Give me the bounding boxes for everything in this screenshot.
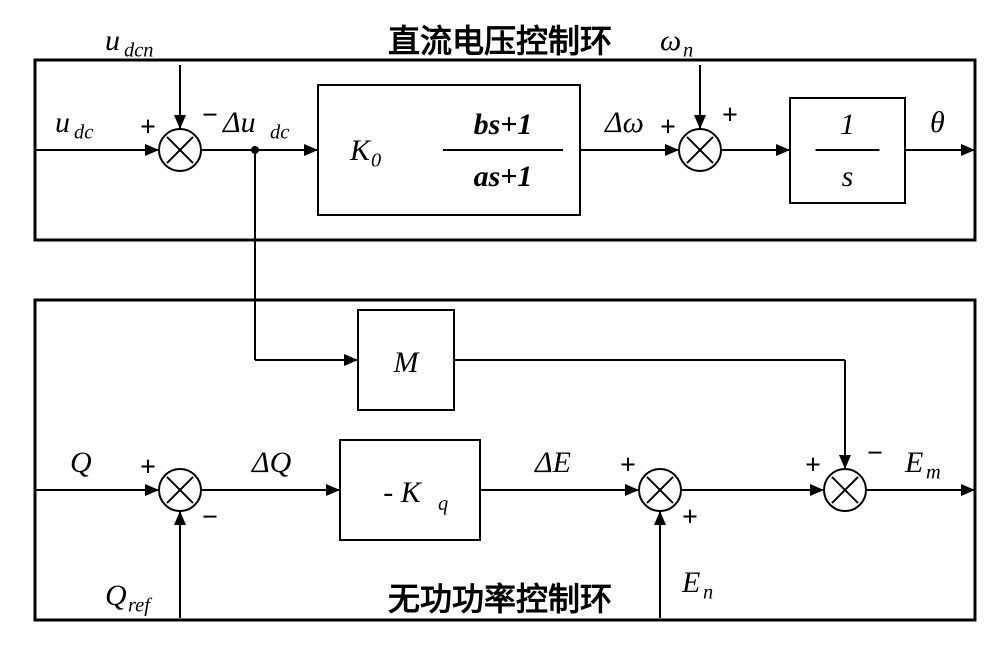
label-K0: K0 bbox=[349, 134, 381, 172]
svg-text:0: 0 bbox=[371, 150, 381, 172]
svg-text:Δu: Δu bbox=[222, 106, 256, 139]
sign: + bbox=[140, 452, 156, 483]
label-udcn: udcn bbox=[105, 24, 153, 62]
sign: + bbox=[722, 100, 738, 131]
sign: − bbox=[202, 502, 218, 533]
svg-text:u: u bbox=[55, 106, 70, 139]
svg-text:ref: ref bbox=[128, 595, 153, 617]
sign: + bbox=[620, 450, 636, 481]
svg-text:E: E bbox=[681, 566, 700, 599]
reactive-power-loop-box bbox=[35, 300, 975, 620]
svg-text:dc: dc bbox=[74, 122, 93, 144]
sign: + bbox=[140, 112, 156, 143]
label-wn: ωn bbox=[660, 24, 693, 62]
sign: − bbox=[202, 100, 218, 131]
label-dE: ΔE bbox=[534, 446, 571, 479]
svg-text:K: K bbox=[349, 134, 372, 167]
label-Em: Em bbox=[904, 446, 941, 484]
svg-text:u: u bbox=[105, 24, 120, 57]
reactive-loop-title: 无功功率控制环 bbox=[388, 581, 612, 617]
label-dQ: ΔQ bbox=[251, 446, 292, 479]
svg-text:dcn: dcn bbox=[124, 40, 153, 62]
svg-text:m: m bbox=[926, 462, 941, 484]
label-M: M bbox=[393, 346, 421, 379]
label-one: 1 bbox=[840, 108, 855, 141]
label-as1: as+1 bbox=[474, 160, 533, 193]
svg-text:q: q bbox=[438, 493, 448, 515]
svg-text:E: E bbox=[904, 446, 923, 479]
svg-text:- K: - K bbox=[383, 476, 422, 509]
dc-loop-title: 直流电压控制环 bbox=[388, 23, 612, 59]
label-negKq: - Kq bbox=[383, 476, 448, 515]
label-bs1: bs+1 bbox=[474, 108, 533, 141]
label-Qref: Qref bbox=[105, 579, 153, 617]
sign: + bbox=[805, 450, 821, 481]
svg-text:n: n bbox=[703, 582, 713, 604]
label-theta: θ bbox=[930, 106, 945, 139]
sign: − bbox=[867, 438, 883, 469]
label-udc: udc bbox=[55, 106, 93, 144]
svg-text:Q: Q bbox=[105, 579, 127, 612]
label-En: En bbox=[681, 566, 713, 604]
svg-text:ω: ω bbox=[660, 24, 681, 57]
label-dudc: Δudc bbox=[222, 106, 289, 144]
svg-text:dc: dc bbox=[270, 122, 289, 144]
label-Q: Q bbox=[70, 446, 92, 479]
sign: + bbox=[660, 112, 676, 143]
label-dw: Δω bbox=[604, 106, 644, 139]
sign: + bbox=[682, 502, 698, 533]
svg-text:n: n bbox=[683, 40, 693, 62]
label-s: s bbox=[842, 160, 854, 193]
